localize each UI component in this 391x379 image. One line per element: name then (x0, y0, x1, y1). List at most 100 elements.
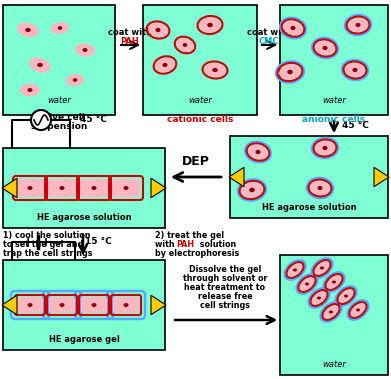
Text: anionic cells: anionic cells (302, 115, 366, 124)
Bar (230, 136, 388, 218)
Bar (3, 260, 165, 350)
Text: with: with (155, 240, 178, 249)
Ellipse shape (75, 44, 95, 56)
Text: solution: solution (197, 240, 236, 249)
Ellipse shape (163, 63, 167, 67)
Ellipse shape (124, 186, 129, 190)
Text: to set the gel and: to set the gel and (3, 240, 83, 249)
Ellipse shape (315, 141, 335, 155)
Text: cell strings: cell strings (200, 301, 250, 310)
Ellipse shape (300, 277, 314, 290)
Ellipse shape (317, 186, 323, 190)
Ellipse shape (356, 309, 360, 312)
Bar (280, 5, 388, 115)
Ellipse shape (323, 46, 328, 50)
Text: water: water (188, 96, 212, 105)
FancyBboxPatch shape (81, 297, 107, 313)
Ellipse shape (176, 38, 194, 52)
Text: PAH: PAH (176, 240, 194, 249)
FancyBboxPatch shape (16, 179, 44, 197)
Ellipse shape (27, 186, 32, 190)
Polygon shape (2, 295, 17, 315)
Ellipse shape (320, 266, 324, 269)
Ellipse shape (344, 294, 348, 298)
Ellipse shape (339, 290, 353, 302)
Ellipse shape (323, 146, 328, 150)
Text: 15 °C: 15 °C (85, 238, 112, 246)
Polygon shape (2, 178, 17, 198)
Text: release free: release free (197, 292, 252, 301)
Ellipse shape (348, 18, 368, 32)
Text: by electrophoresis: by electrophoresis (155, 249, 239, 258)
Ellipse shape (212, 68, 218, 72)
Ellipse shape (283, 21, 303, 35)
FancyBboxPatch shape (113, 297, 139, 313)
Ellipse shape (73, 78, 77, 82)
Text: DEP: DEP (182, 155, 210, 168)
Ellipse shape (207, 23, 213, 27)
Ellipse shape (17, 23, 39, 38)
Ellipse shape (329, 310, 333, 313)
Ellipse shape (310, 181, 330, 195)
Text: cationic cells: cationic cells (167, 115, 233, 124)
Ellipse shape (248, 145, 268, 159)
Text: 1) cool the solution: 1) cool the solution (3, 231, 90, 240)
Ellipse shape (66, 74, 84, 86)
Ellipse shape (312, 291, 326, 304)
Ellipse shape (155, 58, 175, 72)
Bar (280, 255, 388, 375)
Ellipse shape (183, 43, 187, 47)
Ellipse shape (91, 303, 97, 307)
Ellipse shape (29, 58, 50, 72)
Polygon shape (374, 167, 389, 187)
Ellipse shape (279, 64, 301, 80)
Circle shape (31, 110, 51, 130)
Text: native cell: native cell (32, 113, 86, 122)
Text: HE agarose gel: HE agarose gel (48, 335, 119, 344)
Ellipse shape (51, 22, 69, 34)
Ellipse shape (83, 48, 88, 52)
Ellipse shape (249, 188, 255, 192)
Polygon shape (151, 295, 166, 315)
Ellipse shape (351, 304, 365, 316)
Ellipse shape (37, 63, 43, 67)
Ellipse shape (291, 26, 296, 30)
Ellipse shape (345, 63, 365, 77)
Text: heat treatment to: heat treatment to (185, 283, 265, 292)
Text: PAH: PAH (121, 37, 139, 46)
Bar (3, 5, 115, 115)
Text: water: water (322, 360, 346, 369)
FancyBboxPatch shape (80, 179, 108, 197)
Text: suspension: suspension (30, 122, 88, 131)
Text: water: water (322, 96, 346, 105)
Ellipse shape (324, 305, 338, 318)
FancyBboxPatch shape (17, 297, 43, 313)
Ellipse shape (293, 268, 297, 271)
Ellipse shape (353, 68, 357, 72)
Text: HE agarose solution: HE agarose solution (37, 213, 131, 222)
Bar (3, 148, 165, 228)
Ellipse shape (27, 88, 32, 92)
Ellipse shape (317, 296, 321, 299)
Ellipse shape (124, 303, 129, 307)
Ellipse shape (27, 303, 32, 307)
Ellipse shape (355, 23, 361, 27)
Ellipse shape (199, 17, 221, 33)
Ellipse shape (91, 186, 97, 190)
Text: 2) treat the gel: 2) treat the gel (155, 231, 224, 240)
Ellipse shape (25, 28, 31, 32)
Ellipse shape (287, 70, 293, 74)
Ellipse shape (59, 303, 65, 307)
Polygon shape (151, 178, 166, 198)
Ellipse shape (59, 186, 65, 190)
Text: Dissolve the gel: Dissolve the gel (189, 265, 261, 274)
Ellipse shape (315, 41, 335, 55)
Text: CMC: CMC (259, 37, 279, 46)
Text: coat with: coat with (247, 28, 291, 37)
Ellipse shape (255, 150, 260, 154)
Ellipse shape (156, 28, 160, 32)
Ellipse shape (332, 280, 336, 283)
Ellipse shape (20, 83, 40, 97)
Text: water: water (47, 96, 71, 105)
FancyBboxPatch shape (49, 297, 75, 313)
